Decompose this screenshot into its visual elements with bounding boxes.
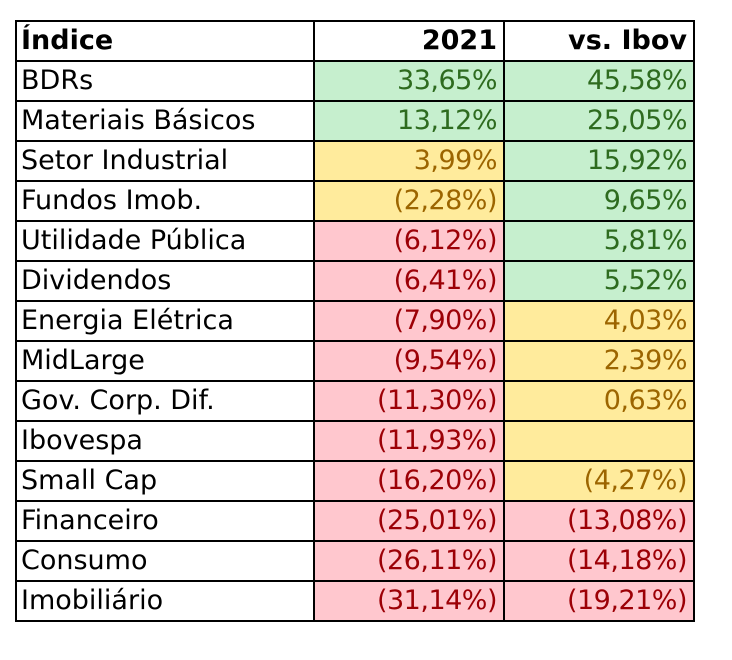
table-row: Fundos Imob. (2,28%) 9,65%	[15, 180, 695, 222]
row-vs-ibov-value: 9,65%	[503, 180, 695, 222]
header-index: Índice	[15, 20, 315, 62]
row-index-name: Imobiliário	[15, 580, 315, 622]
table-body: BDRs 33,65% 45,58% Materiais Básicos 13,12% 2…	[15, 60, 695, 622]
row-index-name: BDRs	[15, 60, 315, 102]
row-2021-value: (7,90%)	[313, 300, 505, 342]
row-vs-ibov-value: 15,92%	[503, 140, 695, 182]
row-vs-ibov-value: (19,21%)	[503, 580, 695, 622]
row-index-name: Fundos Imob.	[15, 180, 315, 222]
table-row: Small Cap (16,20%) (4,27%)	[15, 460, 695, 502]
row-vs-ibov-value: 2,39%	[503, 340, 695, 382]
row-vs-ibov-value: (4,27%)	[503, 460, 695, 502]
row-2021-value: (6,12%)	[313, 220, 505, 262]
index-performance-table: Índice 2021 vs. Ibov BDRs 33,65% 45,58% Mat…	[15, 20, 695, 622]
table-row: Materiais Básicos 13,12% 25,05%	[15, 100, 695, 142]
row-2021-value: 13,12%	[313, 100, 505, 142]
row-index-name: Setor Industrial	[15, 140, 315, 182]
row-index-name: MidLarge	[15, 340, 315, 382]
row-vs-ibov-value: 5,81%	[503, 220, 695, 262]
table-row: Gov. Corp. Dif. (11,30%) 0,63%	[15, 380, 695, 422]
row-2021-value: (6,41%)	[313, 260, 505, 302]
row-index-name: Small Cap	[15, 460, 315, 502]
row-2021-value: (2,28%)	[313, 180, 505, 222]
row-2021-value: (25,01%)	[313, 500, 505, 542]
table-row: Consumo (26,11%) (14,18%)	[15, 540, 695, 582]
row-index-name: Dividendos	[15, 260, 315, 302]
header-vs-ibov: vs. Ibov	[503, 20, 695, 62]
row-vs-ibov-value: (13,08%)	[503, 500, 695, 542]
row-vs-ibov-value: 25,05%	[503, 100, 695, 142]
row-index-name: Gov. Corp. Dif.	[15, 380, 315, 422]
table-row: Utilidade Pública (6,12%) 5,81%	[15, 220, 695, 262]
row-vs-ibov-value: 45,58%	[503, 60, 695, 102]
row-2021-value: (11,30%)	[313, 380, 505, 422]
table-row: Setor Industrial 3,99% 15,92%	[15, 140, 695, 182]
index-table-container: Índice 2021 vs. Ibov BDRs 33,65% 45,58% Mat…	[15, 20, 695, 622]
row-2021-value: (31,14%)	[313, 580, 505, 622]
row-index-name: Utilidade Pública	[15, 220, 315, 262]
row-index-name: Energia Elétrica	[15, 300, 315, 342]
row-vs-ibov-value: (14,18%)	[503, 540, 695, 582]
header-2021: 2021	[313, 20, 505, 62]
row-index-name: Ibovespa	[15, 420, 315, 462]
row-vs-ibov-value	[503, 420, 695, 462]
table-row: Energia Elétrica (7,90%) 4,03%	[15, 300, 695, 342]
table-row: MidLarge (9,54%) 2,39%	[15, 340, 695, 382]
table-row: Financeiro (25,01%) (13,08%)	[15, 500, 695, 542]
row-2021-value: (11,93%)	[313, 420, 505, 462]
row-2021-value: (16,20%)	[313, 460, 505, 502]
row-2021-value: (9,54%)	[313, 340, 505, 382]
row-vs-ibov-value: 0,63%	[503, 380, 695, 422]
row-vs-ibov-value: 5,52%	[503, 260, 695, 302]
header-row: Índice 2021 vs. Ibov	[15, 20, 695, 62]
row-vs-ibov-value: 4,03%	[503, 300, 695, 342]
row-index-name: Consumo	[15, 540, 315, 582]
table-row: BDRs 33,65% 45,58%	[15, 60, 695, 102]
table-row: Ibovespa (11,93%)	[15, 420, 695, 462]
row-index-name: Financeiro	[15, 500, 315, 542]
row-index-name: Materiais Básicos	[15, 100, 315, 142]
table-row: Dividendos (6,41%) 5,52%	[15, 260, 695, 302]
row-2021-value: 3,99%	[313, 140, 505, 182]
row-2021-value: (26,11%)	[313, 540, 505, 582]
table-row: Imobiliário (31,14%) (19,21%)	[15, 580, 695, 622]
row-2021-value: 33,65%	[313, 60, 505, 102]
